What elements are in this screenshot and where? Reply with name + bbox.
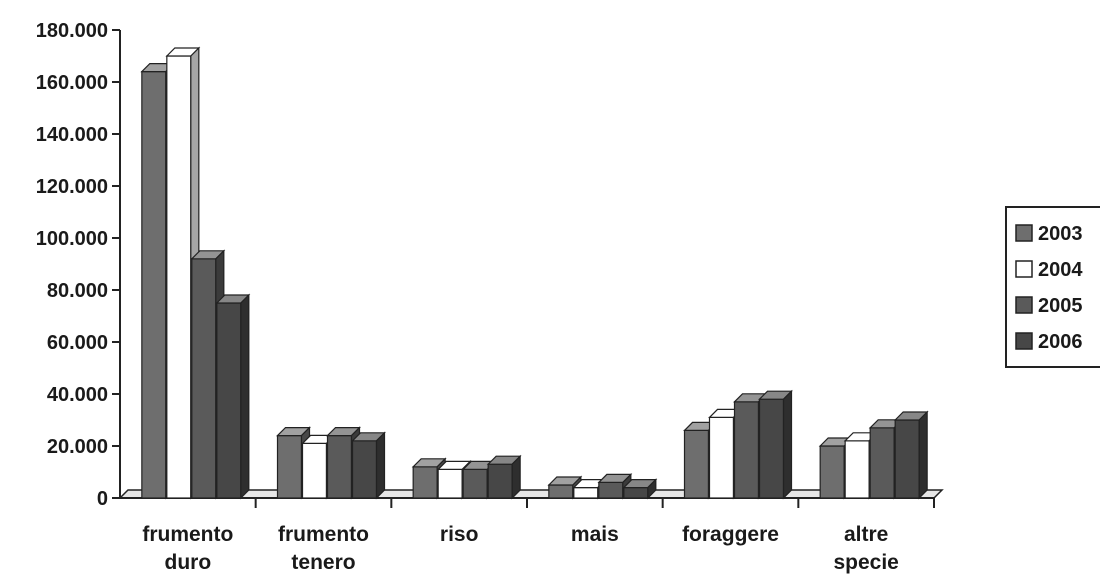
bar-front: [683, 429, 710, 499]
bar-front: [819, 445, 845, 499]
legend-swatch-2004: [1015, 260, 1033, 278]
legend-swatch-2003: [1015, 224, 1033, 242]
x-tick-label: mais: [571, 523, 619, 546]
legend-label-2006: 2006: [1038, 331, 1083, 353]
bar-2005: [733, 392, 768, 500]
x-tick-label: altre: [844, 523, 888, 546]
bar-side: [511, 454, 521, 500]
bar-front: [216, 302, 242, 499]
x-tick-label: specie: [833, 551, 898, 574]
y-tick-label: 0: [97, 488, 108, 510]
bar-side: [375, 431, 386, 500]
bar-front: [412, 466, 438, 499]
y-tick-label: 100.000: [36, 228, 108, 250]
bar-2006: [758, 389, 793, 500]
bar-side: [647, 478, 657, 500]
bar-front: [301, 442, 328, 499]
legend-swatch-2006: [1015, 332, 1033, 350]
bar-2006: [893, 410, 929, 500]
legend-label-2005: 2005: [1038, 295, 1083, 317]
bar-front: [733, 401, 760, 499]
x-tick-label: foraggere: [682, 523, 779, 546]
bar-side: [918, 410, 928, 500]
bar-front: [191, 258, 217, 499]
bar-front: [598, 481, 624, 499]
bar-front: [573, 487, 599, 499]
bar-2006: [622, 478, 658, 500]
bar-front: [462, 468, 488, 499]
x-tick-label: tenero: [291, 551, 355, 574]
bar-front: [141, 70, 167, 499]
x-tick-label: frumento: [278, 523, 369, 546]
bar-front: [758, 398, 785, 499]
bar-2006: [215, 293, 251, 500]
bar-front: [326, 435, 353, 499]
x-tick-label: duro: [165, 551, 212, 574]
bar-front: [487, 463, 513, 499]
legend-label-2003: 2003: [1038, 223, 1083, 245]
bar-front: [869, 427, 895, 499]
y-tick-label: 180.000: [36, 20, 108, 42]
y-tick-label: 40.000: [47, 384, 108, 406]
bar-side: [782, 389, 793, 500]
y-tick-label: 120.000: [36, 176, 108, 198]
bar-front: [351, 440, 378, 499]
y-tick-label: 160.000: [36, 72, 108, 94]
bar-2006: [351, 431, 386, 500]
bar-side: [240, 293, 250, 500]
y-tick-label: 140.000: [36, 124, 108, 146]
bar-2006: [486, 454, 522, 500]
bar-front: [844, 440, 870, 499]
bar-front: [623, 487, 649, 499]
y-tick-label: 20.000: [47, 436, 108, 458]
bar-front: [437, 468, 463, 499]
bar-front: [166, 55, 192, 499]
y-tick-label: 80.000: [47, 280, 108, 302]
y-tick-label: 60.000: [47, 332, 108, 354]
bar-front: [548, 484, 574, 499]
legend-swatch-2005: [1015, 296, 1033, 314]
x-tick-label: riso: [440, 523, 479, 546]
x-tick-label: frumento: [142, 523, 233, 546]
bar-front: [894, 419, 920, 499]
bar-front: [708, 416, 735, 499]
bar-front: [276, 435, 303, 499]
legend-label-2004: 2004: [1038, 259, 1083, 281]
